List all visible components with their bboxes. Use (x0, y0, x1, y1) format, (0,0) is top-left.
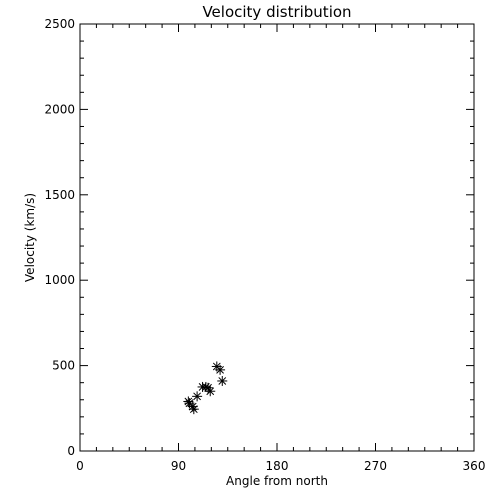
x-tick-label: 270 (364, 459, 387, 473)
data-point (192, 391, 203, 402)
data-point (215, 364, 226, 375)
y-axis-label: Velocity (km/s) (23, 193, 37, 282)
y-tick-label: 2500 (44, 17, 75, 31)
plot-frame (79, 23, 475, 452)
x-tick-label: 360 (463, 459, 486, 473)
x-axis-label: Angle from north (226, 474, 328, 488)
chart-title: Velocity distribution (202, 3, 351, 21)
y-tick-label: 1500 (44, 188, 75, 202)
y-tick-label: 1000 (44, 273, 75, 287)
y-tick-label: 2000 (44, 102, 75, 116)
x-tick-label: 180 (266, 459, 289, 473)
data-points (183, 361, 228, 415)
x-tick-label: 90 (171, 459, 186, 473)
y-tick-label: 0 (67, 444, 75, 458)
y-tick-label: 500 (52, 359, 75, 373)
axis-ticks (79, 23, 475, 452)
x-tick-label: 0 (76, 459, 84, 473)
data-point (217, 375, 228, 386)
data-point (188, 404, 199, 415)
tick-labels: 0 90 180 270 360 0 500 1000 1500 2000 2500 (44, 17, 485, 473)
data-point (205, 386, 216, 397)
